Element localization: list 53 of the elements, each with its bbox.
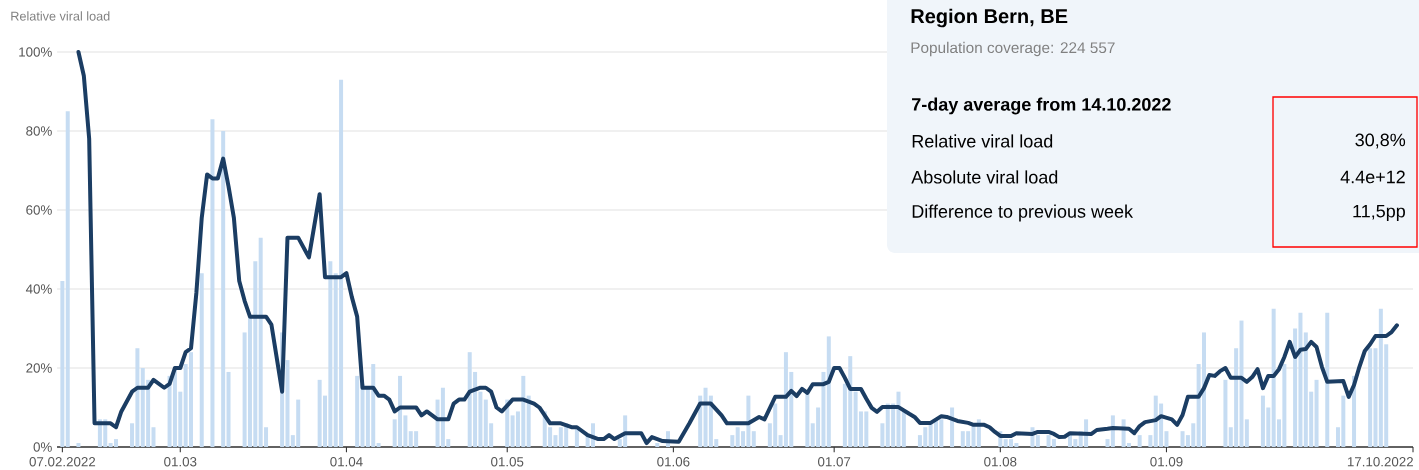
bar bbox=[1148, 435, 1153, 447]
chart-subtitle: Population coverage: 224 557 bbox=[911, 41, 1115, 57]
bar bbox=[221, 130, 226, 447]
x-tick-label: 01.05 bbox=[491, 457, 524, 467]
bar bbox=[655, 443, 660, 447]
bar bbox=[1223, 379, 1228, 447]
bar bbox=[901, 411, 906, 447]
y-tick-label: 60% bbox=[26, 205, 52, 215]
bar bbox=[1244, 419, 1249, 447]
bar bbox=[826, 336, 831, 447]
bar bbox=[1368, 348, 1373, 447]
bar bbox=[376, 443, 381, 447]
x-tick-label: 07.02.2022 bbox=[29, 457, 96, 467]
y-tick-label: 40% bbox=[25, 284, 52, 294]
x-tick-label: 01.09 bbox=[1150, 457, 1183, 467]
y-axis-title: Relative viral load bbox=[11, 11, 110, 21]
annotation: 7-day average from 14.10.2022 bbox=[912, 97, 1171, 115]
annotation: 30,8% bbox=[1355, 133, 1406, 149]
annotation: Relative viral load bbox=[912, 134, 1053, 148]
bar bbox=[1201, 332, 1206, 447]
bar bbox=[199, 273, 204, 447]
x-tick-label: 01.06 bbox=[657, 457, 690, 467]
bar bbox=[1137, 435, 1142, 447]
bar bbox=[210, 119, 215, 447]
bar bbox=[730, 435, 735, 447]
bar bbox=[60, 281, 65, 447]
x-tick-label: 01.03 bbox=[164, 457, 197, 467]
bar bbox=[751, 431, 756, 447]
bar bbox=[1314, 379, 1319, 447]
x-tick-label: 17.10.2022 bbox=[1347, 457, 1413, 467]
bar bbox=[1035, 435, 1040, 447]
bar bbox=[880, 423, 885, 447]
bar bbox=[526, 395, 531, 447]
bar bbox=[355, 375, 360, 447]
chart-title: Region Bern, BE bbox=[911, 8, 1068, 28]
bar bbox=[805, 391, 810, 447]
y-tick-label: 100% bbox=[19, 47, 52, 57]
bar bbox=[1051, 439, 1056, 447]
annotation: Absolute viral load bbox=[911, 170, 1058, 184]
bar bbox=[76, 443, 81, 447]
x-tick-label: 01.04 bbox=[330, 457, 363, 467]
y-tick-label: 20% bbox=[26, 363, 52, 373]
bar bbox=[113, 439, 118, 447]
y-tick-label: 80% bbox=[26, 126, 52, 136]
bar bbox=[65, 111, 70, 447]
bar bbox=[1325, 312, 1330, 447]
x-tick-label: 01.07 bbox=[818, 457, 851, 467]
annotation: 4.4e+12 bbox=[1340, 170, 1405, 184]
annotation: Difference to previous week bbox=[912, 204, 1134, 222]
annotation: 11,5pp bbox=[1353, 204, 1405, 222]
x-tick-label: 01.08 bbox=[984, 457, 1017, 467]
bar bbox=[226, 371, 231, 447]
y-tick-label: 0% bbox=[33, 442, 52, 452]
